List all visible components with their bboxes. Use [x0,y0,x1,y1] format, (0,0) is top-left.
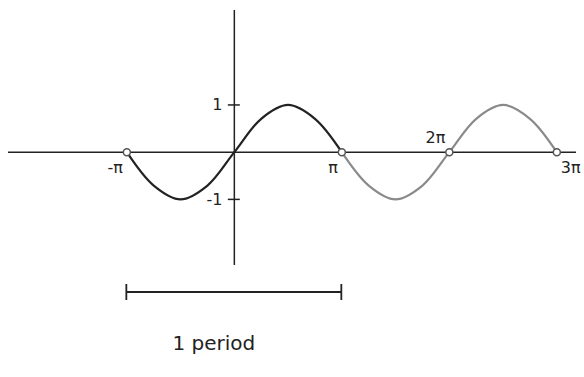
svg-text:-π: -π [107,158,123,177]
svg-text:2π: 2π [426,128,446,147]
svg-text:π: π [328,158,338,177]
svg-text:1: 1 [212,95,222,114]
svg-text:1 period: 1 period [172,331,255,355]
svg-text:3π: 3π [561,158,581,177]
svg-text:-1: -1 [206,190,222,209]
